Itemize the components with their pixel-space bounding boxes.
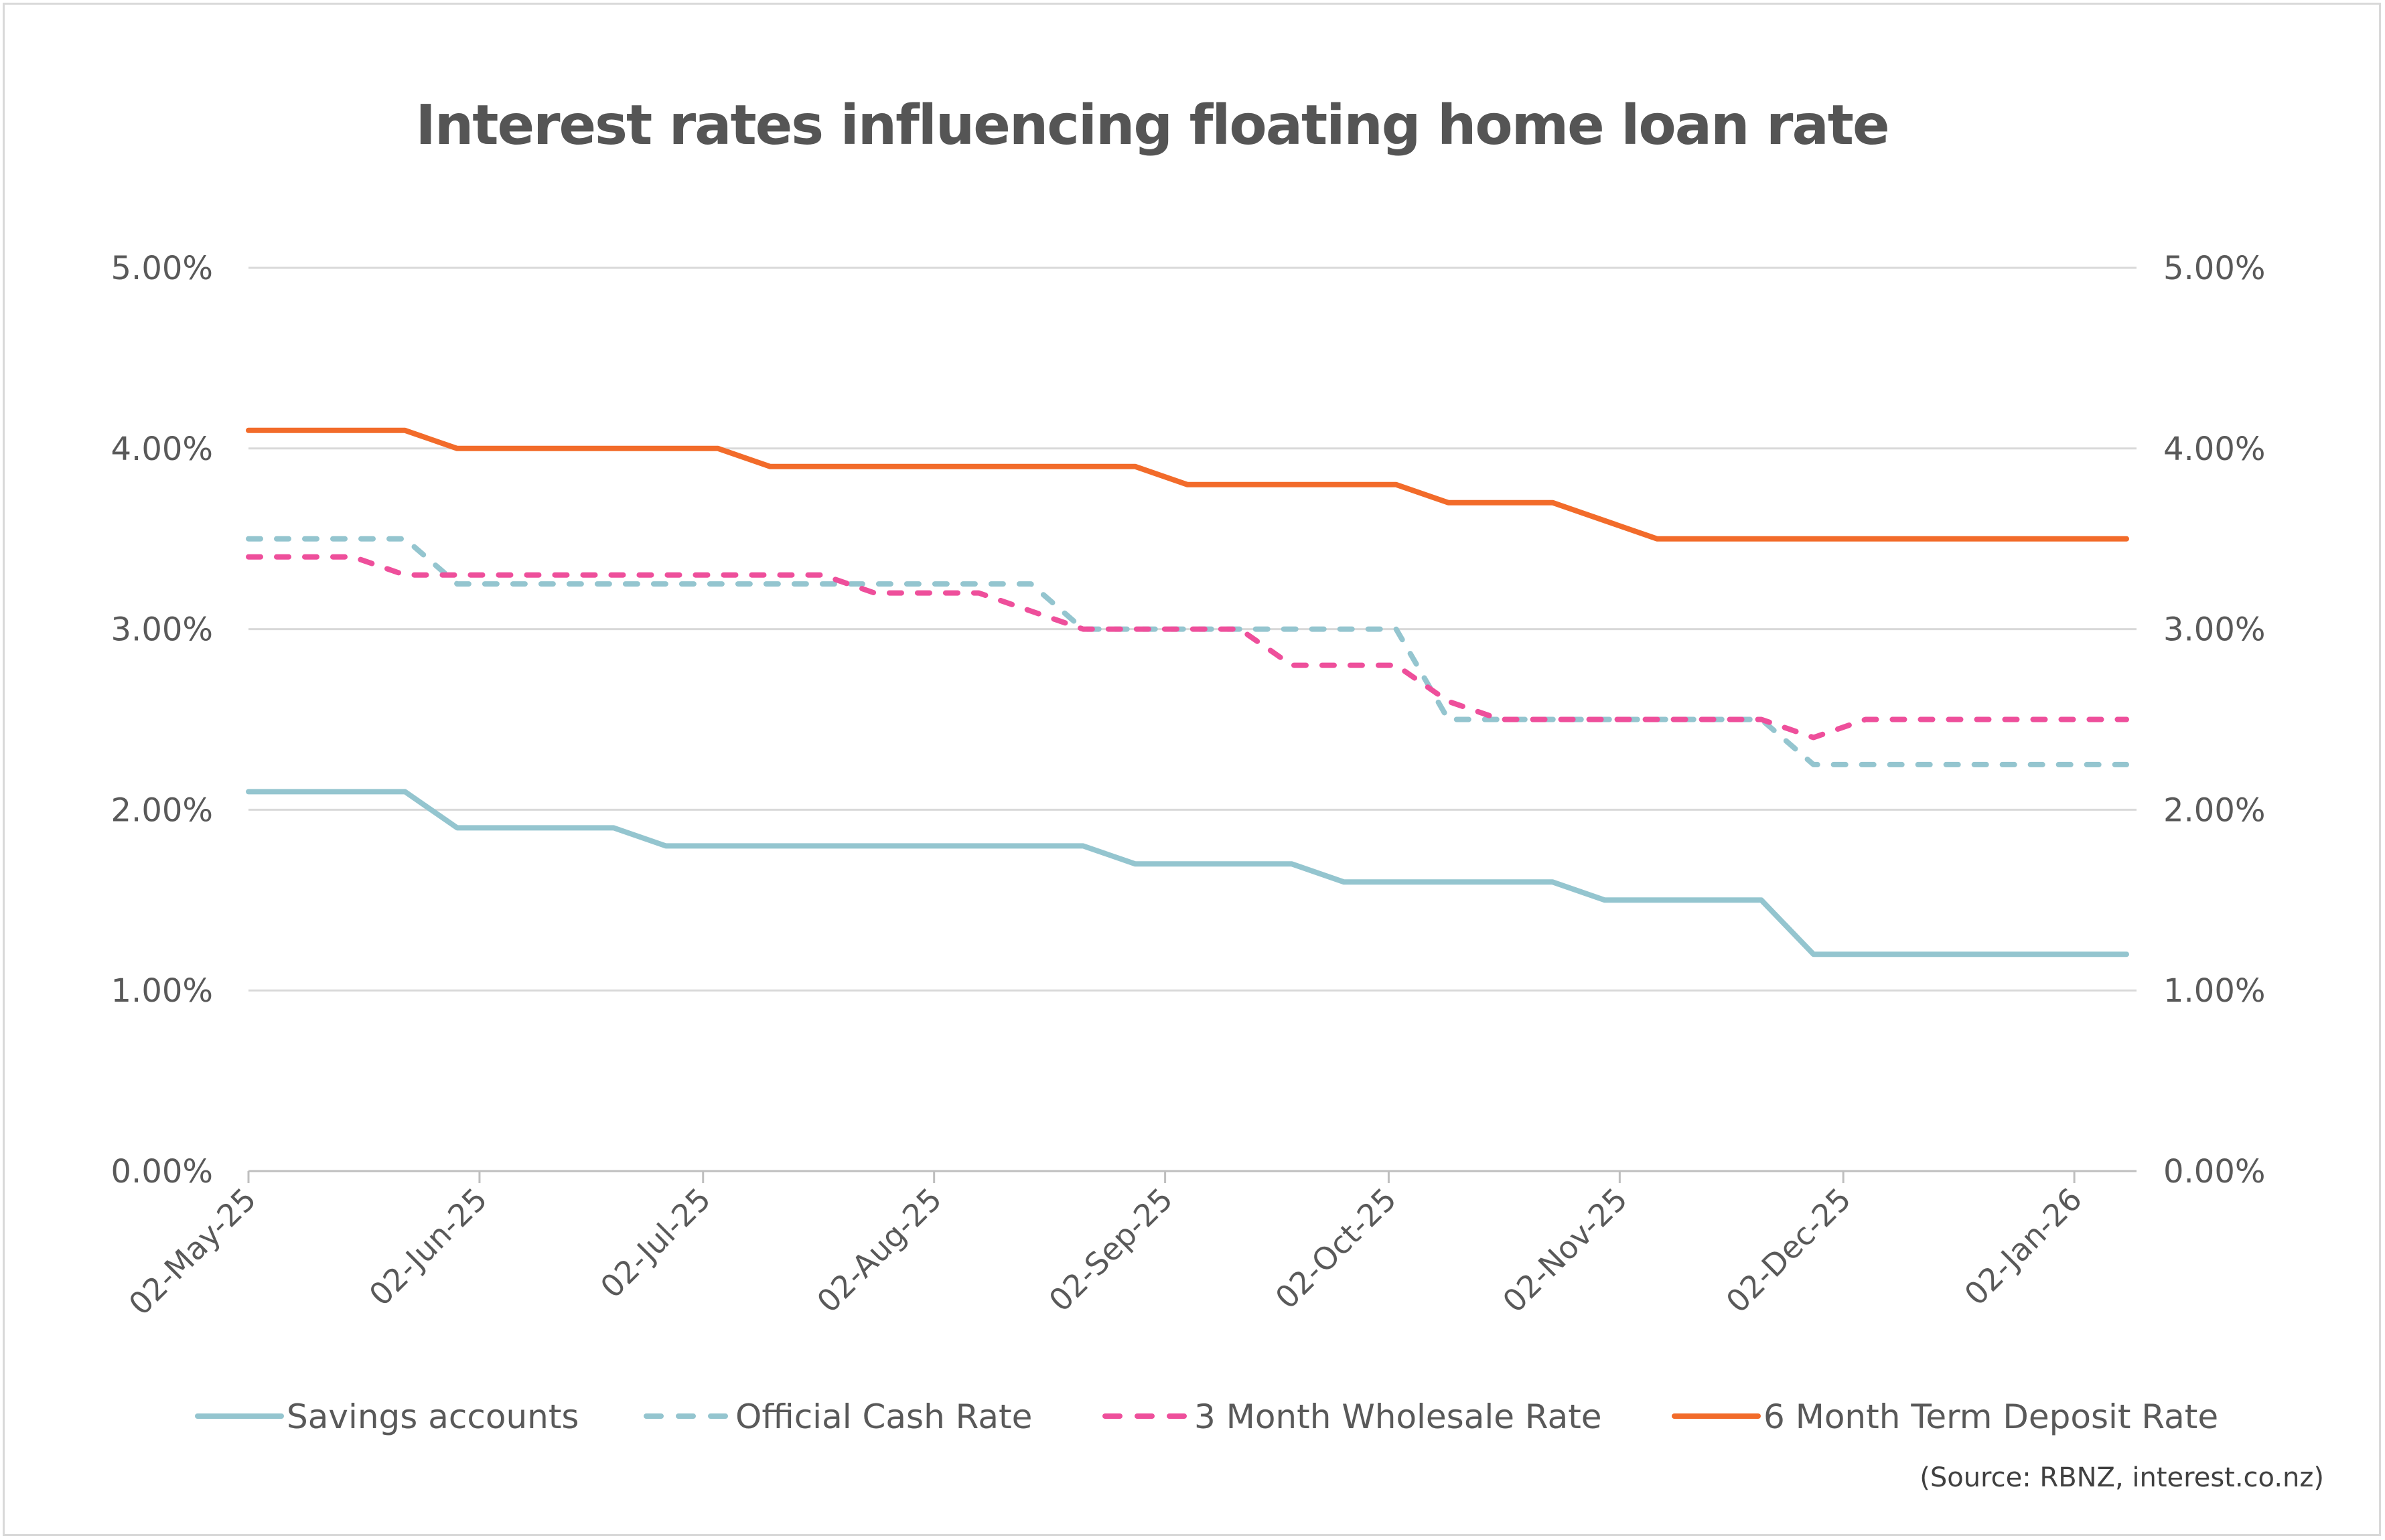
x-tick-label: 02-Jun-25 xyxy=(362,1181,494,1313)
secondary-y-tick-label: 4.00% xyxy=(2163,431,2265,468)
y-tick-label: 0.00% xyxy=(111,1153,213,1190)
x-tick-label: 02-Aug-25 xyxy=(810,1181,948,1320)
secondary-y-tick-label: 2.00% xyxy=(2163,791,2265,829)
series-line-6-month-term-deposit-rate xyxy=(246,427,2129,542)
y-tick-label: 5.00% xyxy=(111,250,213,287)
y-tick-label: 2.00% xyxy=(111,791,213,829)
secondary-y-tick-label: 3.00% xyxy=(2163,611,2265,649)
series-line-official-cash-rate xyxy=(246,536,2129,767)
x-tick-label: 02-Dec-25 xyxy=(1719,1181,1858,1320)
secondary-y-tick-label: 5.00% xyxy=(2163,250,2265,287)
chart-frame xyxy=(3,3,2381,1536)
secondary-y-tick-label: 0.00% xyxy=(2163,1153,2265,1190)
legend-label: 3 Month Wholesale Rate xyxy=(1194,1397,1602,1436)
series-line-3-month-wholesale-rate xyxy=(246,554,2129,741)
y-tick-label: 4.00% xyxy=(111,431,213,468)
x-tick-label: 02-Nov-25 xyxy=(1496,1181,1634,1320)
x-tick-label: 02-Oct-25 xyxy=(1269,1181,1404,1316)
y-tick-label: 1.00% xyxy=(111,972,213,1010)
x-tick-label: 02-Jan-26 xyxy=(1958,1181,2089,1312)
y-tick-label: 3.00% xyxy=(111,611,213,649)
legend-label: Savings accounts xyxy=(287,1397,579,1436)
secondary-y-tick-label: 1.00% xyxy=(2163,972,2265,1010)
legend-label: 6 Month Term Deposit Rate xyxy=(1763,1397,2218,1436)
x-tick-label: 02-Sep-25 xyxy=(1042,1181,1180,1319)
series-line-savings-accounts xyxy=(246,789,2129,957)
legend-label: Official Cash Rate xyxy=(735,1397,1032,1436)
x-tick-label: 02-May-25 xyxy=(122,1181,263,1322)
chart-title: Interest rates influencing floating home… xyxy=(415,94,1888,157)
source-note: (Source: RBNZ, interest.co.nz) xyxy=(1920,1462,2324,1493)
x-tick-label: 02-Jul-25 xyxy=(593,1181,717,1305)
